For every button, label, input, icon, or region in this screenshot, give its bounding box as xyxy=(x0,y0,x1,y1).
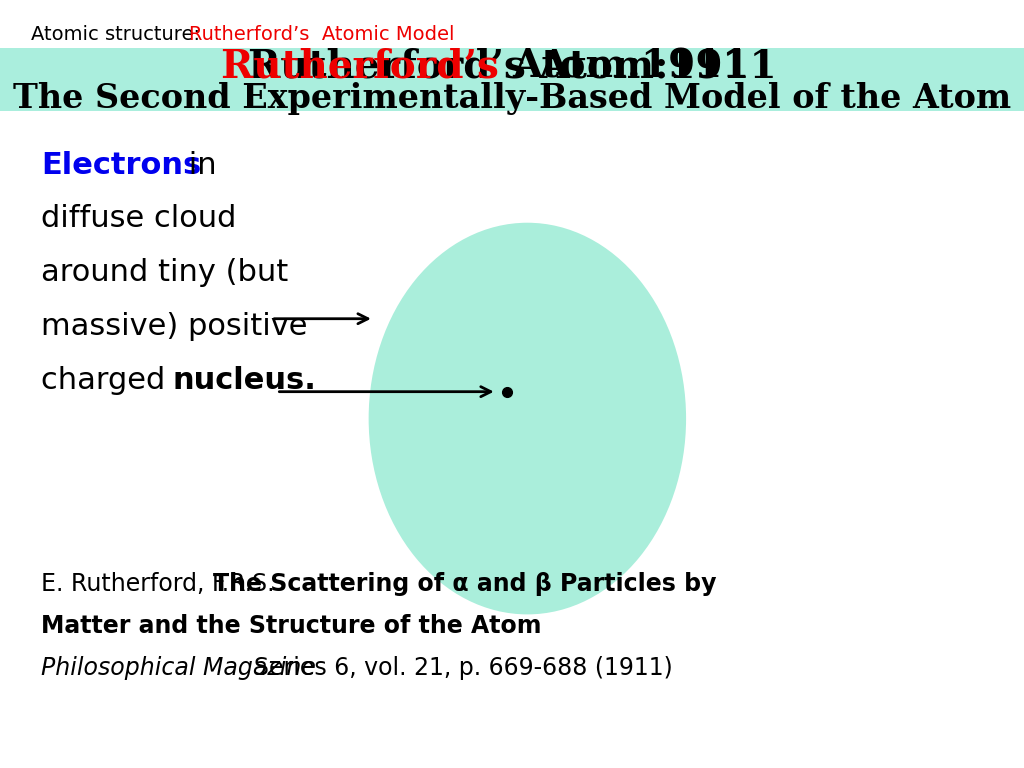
Text: Philosophical Magazine: Philosophical Magazine xyxy=(41,656,315,680)
Text: Series 6, vol. 21, p. 669-688 (1911): Series 6, vol. 21, p. 669-688 (1911) xyxy=(239,656,673,680)
Text: around tiny (but: around tiny (but xyxy=(41,258,288,287)
Text: The Second Experimentally-Based Model of the Atom: The Second Experimentally-Based Model of… xyxy=(13,82,1011,114)
Text: diffuse cloud: diffuse cloud xyxy=(41,204,237,233)
Text: nucleus.: nucleus. xyxy=(172,366,316,395)
Text: The Scattering of α and β Particles by: The Scattering of α and β Particles by xyxy=(213,571,717,596)
Text: Atom:1911: Atom:1911 xyxy=(512,48,750,86)
Text: Rutherford’s: Rutherford’s xyxy=(220,48,512,86)
Text: Rutherford’s  Atomic Model: Rutherford’s Atomic Model xyxy=(189,25,455,44)
Ellipse shape xyxy=(369,223,686,614)
Text: massive) positive: massive) positive xyxy=(41,312,307,341)
Text: Matter and the Structure of the Atom: Matter and the Structure of the Atom xyxy=(41,614,542,638)
Text: charged: charged xyxy=(41,366,175,395)
Text: Atomic structure:: Atomic structure: xyxy=(31,25,212,44)
Bar xyxy=(0,48,1024,111)
Text: Rutherford’s Atom:1911: Rutherford’s Atom:1911 xyxy=(248,48,776,86)
Text: E. Rutherford, F.R.S.: E. Rutherford, F.R.S. xyxy=(41,571,282,596)
Text: in: in xyxy=(179,151,217,180)
Text: Electrons: Electrons xyxy=(41,151,201,180)
